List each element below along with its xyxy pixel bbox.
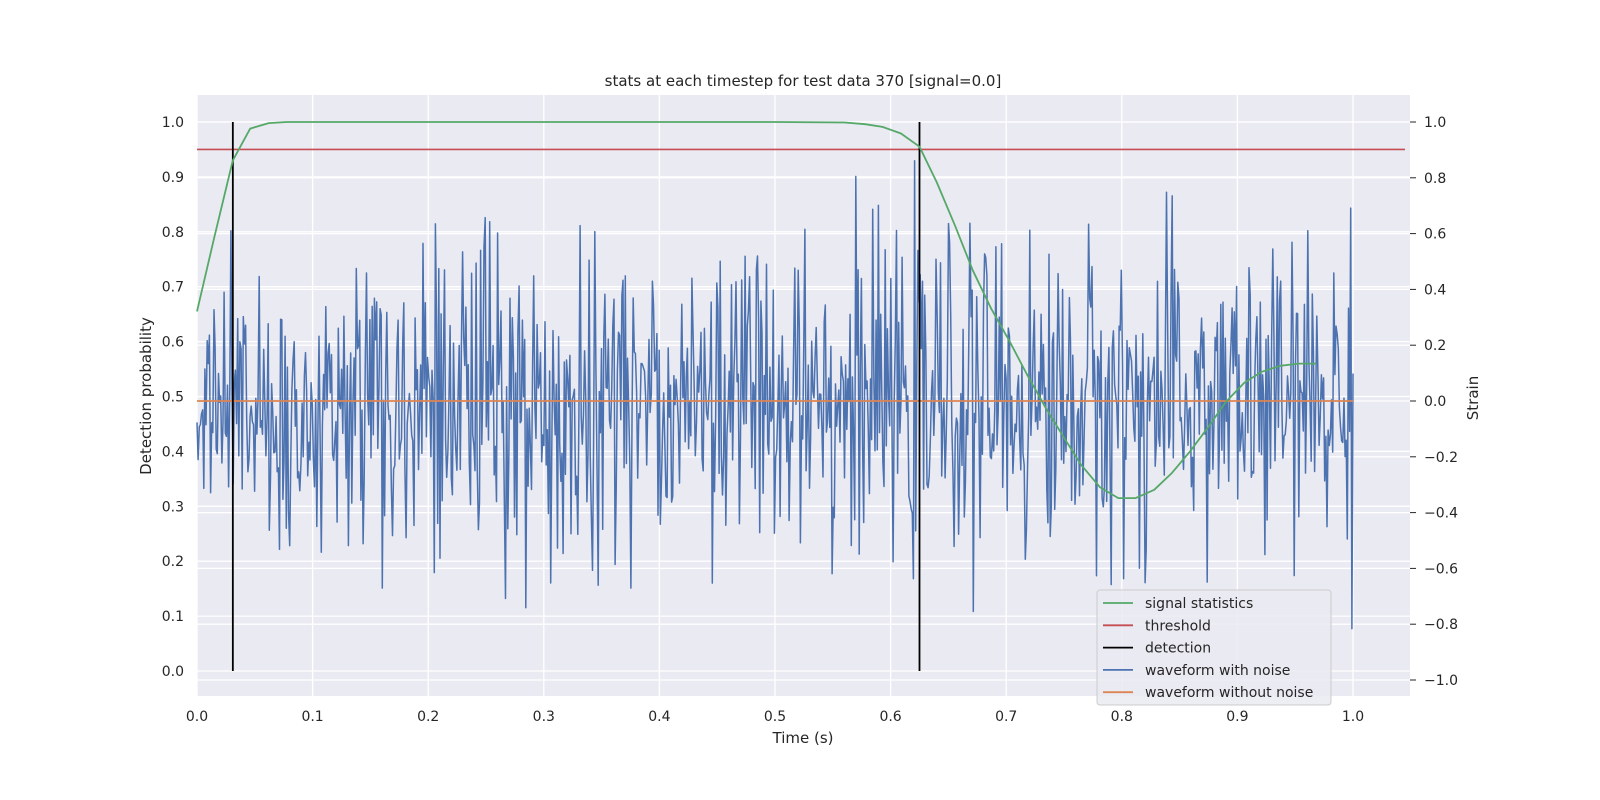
y-right-tick-label: 1.0: [1424, 115, 1446, 131]
x-axis-label: Time (s): [772, 729, 834, 747]
x-tick-label: 0.6: [879, 709, 901, 725]
y-left-tick-label: 0.1: [162, 609, 184, 625]
y-left-tick-label: 0.4: [162, 444, 184, 460]
y-right-tick-label: 0.6: [1424, 227, 1446, 243]
y-left-axis-ticks: 0.0 0.1 0.2 0.3 0.4 0.5 0.6 0.7 0.8 0.9 1.0: [162, 115, 184, 680]
y-right-tick-label: −0.6: [1424, 561, 1458, 577]
y-left-tick-label: 0.3: [162, 499, 184, 515]
y-right-tick-label: 0.8: [1424, 171, 1446, 187]
y-left-axis-label: Detection probability: [137, 317, 155, 475]
x-tick-label: 0.3: [533, 709, 555, 725]
x-tick-label: 0.1: [301, 709, 323, 725]
x-axis-ticks: 0.0 0.1 0.2 0.3 0.4 0.5 0.6 0.7 0.8 0.9 1.0: [186, 709, 1364, 725]
legend-entry-label: waveform with noise: [1145, 663, 1290, 679]
y-right-tick-label: −0.4: [1424, 506, 1458, 522]
y-left-tick-label: 0.2: [162, 554, 184, 570]
y-left-tick-label: 0.7: [162, 280, 184, 296]
y-left-tick-label: 0.5: [162, 390, 184, 406]
y-left-tick-label: 0.6: [162, 335, 184, 351]
series-signal-statistics: [196, 121, 1316, 500]
legend-frame: [1096, 589, 1332, 706]
y-left-tick-label: 0.0: [162, 664, 184, 680]
legend-entry-label: threshold: [1145, 618, 1211, 634]
x-tick-label: 0.9: [1226, 709, 1248, 725]
y-right-tick-label: −1.0: [1424, 673, 1458, 689]
x-tick-label: 0.0: [186, 709, 208, 725]
y-right-tick-label: −0.8: [1424, 617, 1458, 633]
legend-entry-label: waveform without noise: [1145, 685, 1313, 701]
y-right-tick-label: 0.2: [1424, 338, 1446, 354]
x-tick-label: 0.5: [764, 709, 786, 725]
chart-title: stats at each timestep for test data 370…: [605, 72, 1002, 90]
x-tick-label: 1.0: [1342, 709, 1364, 725]
x-tick-label: 0.7: [995, 709, 1017, 725]
series-layer: [196, 121, 1406, 671]
y-right-tick-label: 0.0: [1424, 394, 1446, 410]
y-right-tick-label: −0.2: [1424, 450, 1458, 466]
y-right-axis-label: Strain: [1464, 376, 1482, 420]
legend-entry-label: detection: [1145, 641, 1211, 657]
x-tick-label: 0.8: [1111, 709, 1133, 725]
y-left-tick-label: 0.8: [162, 225, 184, 241]
y-left-tick-label: 1.0: [162, 115, 184, 131]
x-tick-label: 0.2: [417, 709, 439, 725]
legend: signal statistics threshold detection wavef…: [1096, 589, 1332, 706]
y-right-axis-ticks: −1.0 −0.8 −0.6 −0.4 −0.2 0.0 0.2 0.4 0.6 0.8 1.0: [1410, 115, 1458, 689]
series-waveform-with-noise: [196, 159, 1354, 630]
legend-entry-label: signal statistics: [1145, 596, 1253, 612]
y-right-tick-label: 0.4: [1424, 282, 1446, 298]
y-left-tick-label: 0.9: [162, 170, 184, 186]
x-tick-label: 0.4: [648, 709, 670, 725]
